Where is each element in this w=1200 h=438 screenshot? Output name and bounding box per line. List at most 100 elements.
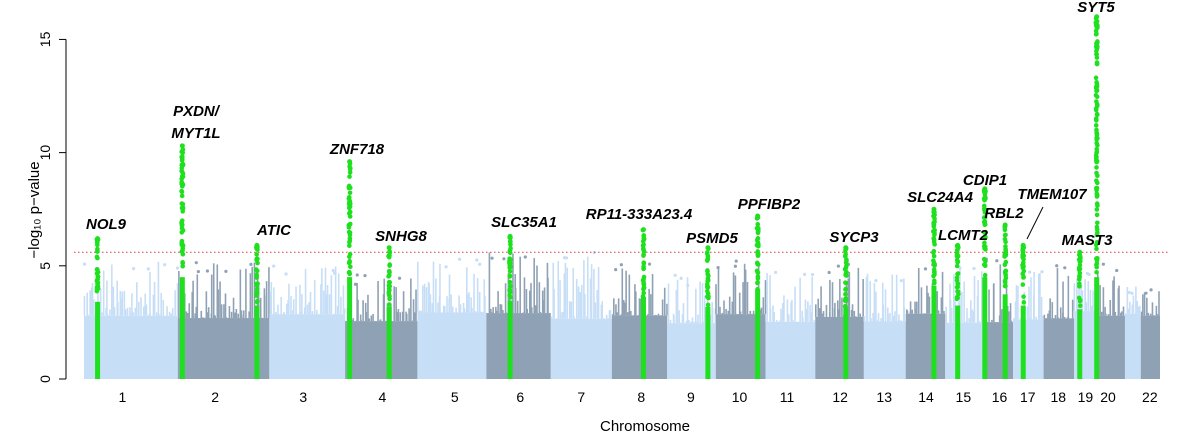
hit-point	[843, 280, 848, 285]
hit-top-point	[982, 186, 988, 192]
hit-point	[179, 240, 185, 246]
chromosome-20-points	[1095, 262, 1125, 379]
hit-mast3-points	[1076, 249, 1083, 379]
x-tick-label: 1	[119, 389, 127, 405]
hit-point	[932, 280, 937, 286]
x-tick-label: 3	[299, 389, 307, 405]
chromosome-6-points	[486, 252, 552, 379]
chromosome-3-peak-point	[332, 271, 337, 275]
chromosome-6-peak-point	[502, 257, 506, 261]
hit-point	[1094, 31, 1099, 36]
chromosome-20-band	[1095, 315, 1125, 379]
x-tick-label: 17	[1020, 389, 1036, 405]
x-tick-label: 20	[1100, 389, 1116, 405]
hit-point	[640, 294, 646, 299]
y-tick-label: 10	[37, 145, 53, 161]
hit-lcmt2-points	[954, 242, 961, 379]
hit-point	[1094, 149, 1100, 154]
hit-point	[507, 238, 513, 244]
chromosome-3-points	[269, 264, 346, 379]
chromosome-8-band	[611, 315, 668, 379]
chromosome-21-peak-point	[1127, 290, 1131, 295]
chromosome-2-peak-point	[224, 269, 228, 273]
hit-point	[955, 281, 961, 287]
chromosome-5-peak-point	[444, 265, 448, 269]
x-tick-label: 9	[687, 389, 695, 405]
hit-top-point	[640, 227, 646, 233]
hit-point	[346, 194, 352, 200]
hit-point	[982, 235, 988, 241]
gene-label-rbl2: RBL2	[984, 205, 1024, 222]
hit-point	[1094, 88, 1100, 93]
chromosome-10-peak-point	[734, 259, 738, 263]
chromosome-22-points	[1140, 288, 1160, 379]
gene-label-atic: ATIC	[256, 222, 292, 239]
hit-snhg8-points	[386, 245, 393, 379]
hit-column	[982, 277, 988, 379]
chromosome-18-peak-point	[1055, 264, 1059, 268]
chromosome-7-band	[550, 318, 612, 379]
hit-point	[1077, 273, 1082, 279]
chromosome-4-points	[344, 273, 418, 379]
chromosome-12-peak-point	[836, 264, 840, 268]
hit-point	[347, 221, 353, 227]
hit-point	[755, 276, 761, 281]
hit-point	[844, 258, 849, 264]
hit-sycp3-points	[842, 245, 849, 379]
hit-point	[1077, 297, 1083, 303]
hit-top-point	[95, 236, 101, 242]
hit-point	[254, 286, 260, 292]
hit-point	[346, 205, 352, 211]
x-axis-tick-labels: 1 2 3 4 5 6 7 8 9 10 11 12 13 14 15 16 17 18 19 20 22	[119, 389, 1158, 405]
chromosome-17-peak-point	[1028, 270, 1032, 274]
hit-point	[180, 228, 186, 233]
hit-top-point	[179, 143, 185, 149]
hit-point	[1093, 123, 1099, 128]
gene-label-nol9: NOL9	[86, 216, 127, 233]
hit-column	[507, 300, 513, 379]
x-tick-label: 22	[1142, 389, 1158, 405]
hit-point	[95, 249, 100, 254]
chromosome-7-peak-point	[564, 256, 569, 260]
chromosome-9-peak-point	[673, 273, 677, 277]
hit-point	[1094, 212, 1100, 218]
hit-slc24a4-points	[930, 206, 937, 379]
hit-top-point	[931, 206, 937, 212]
hit-point	[843, 272, 848, 278]
hit-point	[705, 278, 710, 284]
hit-point	[1093, 23, 1099, 28]
hit-point	[1094, 170, 1099, 176]
hit-point	[507, 287, 513, 293]
gene-label-slc35a1: SLC35A1	[491, 214, 557, 231]
hit-point	[254, 299, 260, 305]
hit-column	[1002, 294, 1008, 379]
hit-point	[1003, 246, 1008, 252]
gene-label-znf718: ZNF718	[329, 141, 385, 158]
hit-point	[179, 188, 184, 194]
gene-label-syt5: SYT5	[1077, 0, 1115, 16]
hit-column	[755, 289, 761, 379]
hit-point	[641, 285, 647, 291]
hit-top-point	[755, 213, 761, 219]
hit-point	[507, 293, 512, 298]
hit-point	[755, 262, 761, 267]
hit-point	[1093, 242, 1099, 248]
hit-point	[347, 174, 352, 179]
x-tick-label: 13	[876, 389, 892, 405]
hit-point	[1020, 265, 1026, 271]
hit-point	[954, 294, 960, 300]
hit-point	[180, 246, 186, 251]
chromosome-18-band	[1043, 318, 1075, 379]
hit-point	[386, 302, 392, 307]
hit-point	[843, 287, 848, 292]
hit-point	[1094, 256, 1099, 261]
hit-point	[705, 285, 710, 290]
hit-point	[640, 243, 646, 248]
y-axis-title: −log₁₀ p−value	[26, 161, 43, 258]
hit-point	[254, 252, 259, 257]
hit-point	[641, 233, 647, 238]
hit-top-point	[254, 242, 260, 248]
hit-point	[983, 247, 988, 252]
hit-point	[1095, 203, 1100, 208]
hit-point	[179, 165, 185, 171]
